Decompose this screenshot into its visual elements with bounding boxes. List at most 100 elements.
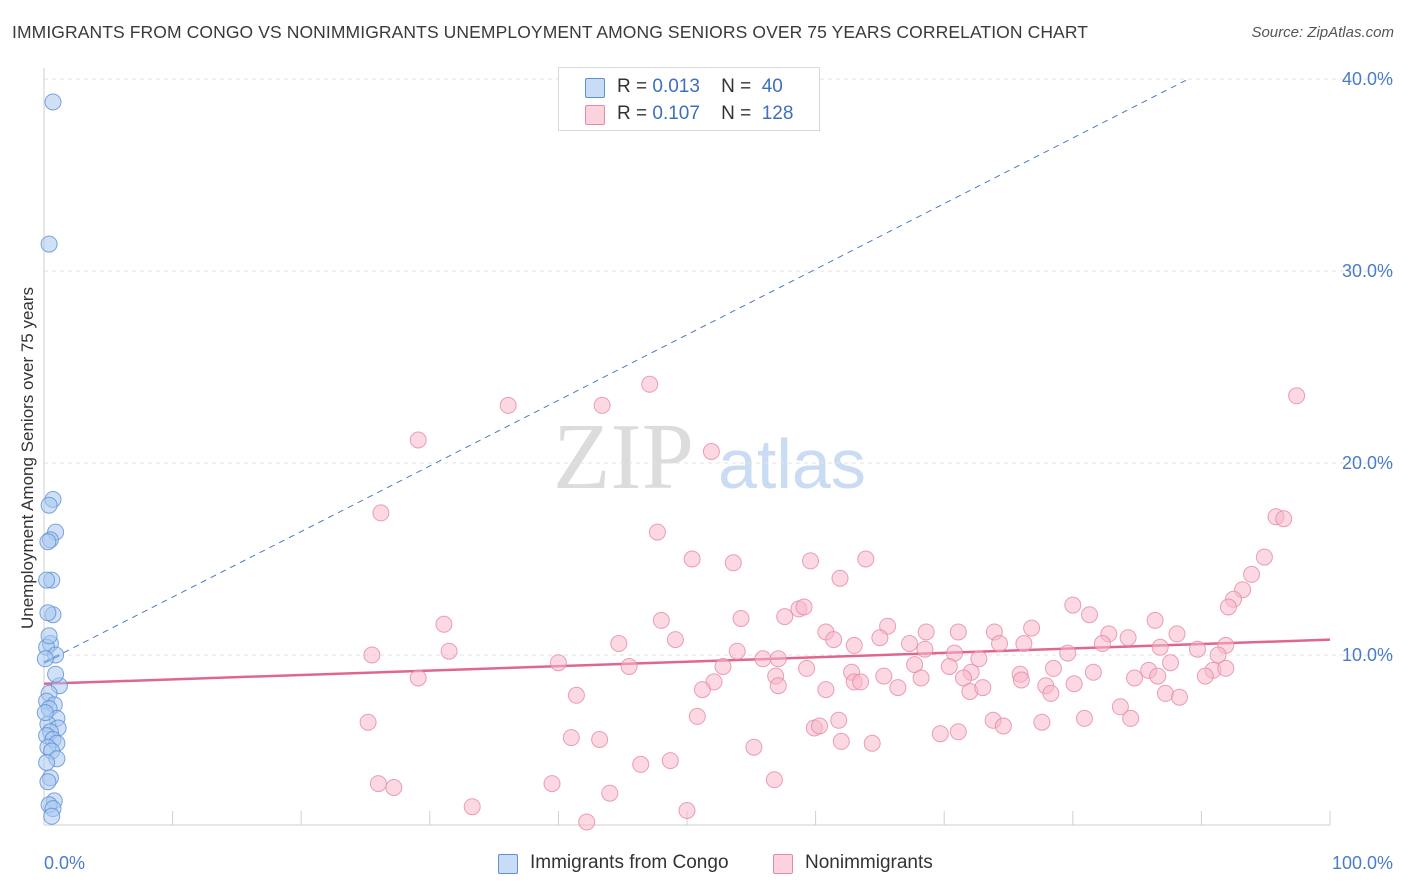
nonimmigrant-point [1084,663,1102,681]
nonimmigrant-point [769,677,787,695]
nonimmigrant-point [1217,659,1235,677]
nonimmigrant-point [543,775,561,793]
nonimmigrant-point [732,610,750,627]
nonimmigrant-point [949,723,967,741]
nonimmigrant-point [1093,635,1111,652]
nonimmigrant-point [1075,709,1093,727]
nonimmigrant-point [1119,629,1137,647]
nonimmigrant-point [917,623,935,641]
nonimmigrant-point [683,550,701,568]
congo-point [36,704,54,722]
nonimmigrant-point [1023,619,1041,637]
nonimmigrant-point [1171,688,1188,706]
congo-point [47,665,65,683]
n-value: 40 [761,76,783,97]
watermark: ZIP atlas [553,405,866,509]
nonimmigrant-point [661,752,679,770]
nonimmigrant-point [745,738,763,756]
nonimmigrant-point [593,396,611,414]
nonimmigrant-point [591,731,609,748]
nonimmigrant-point [1156,684,1174,702]
nonimmigrant-point [769,650,787,668]
nonimmigrant-point [949,623,967,641]
x-tick-label: 0.0% [44,853,85,873]
correlation-legend: R = 0.013 N = 40 R = 0.107 N = 128 [558,67,820,131]
nonimmigrant-point [1196,667,1214,685]
nonimmigrant-point [567,686,585,704]
nonimmigrant-point [1288,387,1306,405]
nonimmigrant-point [409,431,427,449]
nonimmigrant-point [863,734,881,752]
tick-labels: 10.0% 20.0% 30.0% 40.0% 0.0% 100.0% [44,69,1393,873]
nonimmigrant-point [776,608,794,626]
nonimmigrant-point [970,650,988,668]
nonimmigrant-point [632,755,650,773]
congo-point [40,235,58,253]
nonimmigrant-point [641,375,659,393]
nonimmigrant-point [1122,709,1140,727]
nonimmigrant-point [409,669,427,687]
legend-text-congo: R = 0.013 N = 40 [617,76,783,98]
nonimmigrant-point [620,658,638,675]
bottom-legend-label-congo: Immigrants from Congo [530,852,729,873]
nonimmigrant-point [1189,640,1206,658]
nonimmigrant-point [363,646,381,664]
r-value: 0.107 [652,103,700,124]
congo-point [38,754,56,771]
grid-lines [44,78,1392,656]
congo-point [40,627,58,645]
nonimmigrant-point [857,550,875,568]
congo-point [39,533,57,551]
nonimmigrant-point [798,659,816,677]
nonimmigrant-point [825,631,843,649]
nonimmigrant-trend-line [43,638,1331,686]
nonimmigrant-point [1015,635,1033,652]
nonimmigrant-point [831,569,849,587]
nonimmigrant-point [1111,698,1129,716]
y-tick-label: 10.0% [1342,645,1393,665]
nonimmigrant-point [1243,565,1261,583]
nonimmigrant-point [940,658,958,675]
nonimmigrant-point [931,725,949,743]
nonimmigrant-point [702,443,720,460]
nonimmigrant-point [852,673,870,691]
nonimmigrant-point [1065,675,1083,693]
bottom-legend-label-nonimmigrants: Nonimmigrants [805,852,933,873]
nonimmigrant-point [1209,646,1227,664]
nonimmigrant-point [795,598,813,616]
bottom-legend-swatch-congo [498,854,518,874]
nonimmigrant-point [359,713,377,731]
watermark-zip: ZIP [553,405,694,509]
nonimmigrant-point [562,729,580,747]
nonimmigrant-point [1033,713,1051,731]
nonimmigrant-point [678,802,696,819]
nonimmigrant-point [549,654,567,672]
nonimmigrant-point [610,635,628,652]
nonimmigrant-point [369,775,387,793]
nonimmigrant-point [440,642,458,660]
congo-point [38,571,56,589]
bottom-legend-swatch-nonimmigrants [773,854,793,874]
nonimmigrant-point [830,711,848,729]
y-tick-label: 20.0% [1342,453,1393,473]
nonimmigrant-point [1162,654,1179,672]
y-tick-label: 40.0% [1342,69,1393,89]
nonimmigrant-point [994,717,1012,735]
nonimmigrant-point [871,629,889,647]
nonimmigrant-point [435,615,453,633]
nonimmigrant-point [1126,669,1143,687]
nonimmigrant-point [916,640,934,658]
congo-point [36,650,54,668]
nonimmigrant-point [1045,659,1062,677]
congo-point [40,496,58,514]
legend-swatch-nonimmigrants [585,105,605,125]
watermark-atlas: atlas [718,425,866,503]
nonimmigrant-point [1146,611,1164,629]
nonimmigrant-point [688,707,706,725]
nonimmigrant-point [714,658,732,675]
nonimmigrant-point [652,611,670,629]
nonimmigrant-point [693,681,711,699]
nonimmigrant-point [817,681,835,699]
congo-point [39,773,57,791]
